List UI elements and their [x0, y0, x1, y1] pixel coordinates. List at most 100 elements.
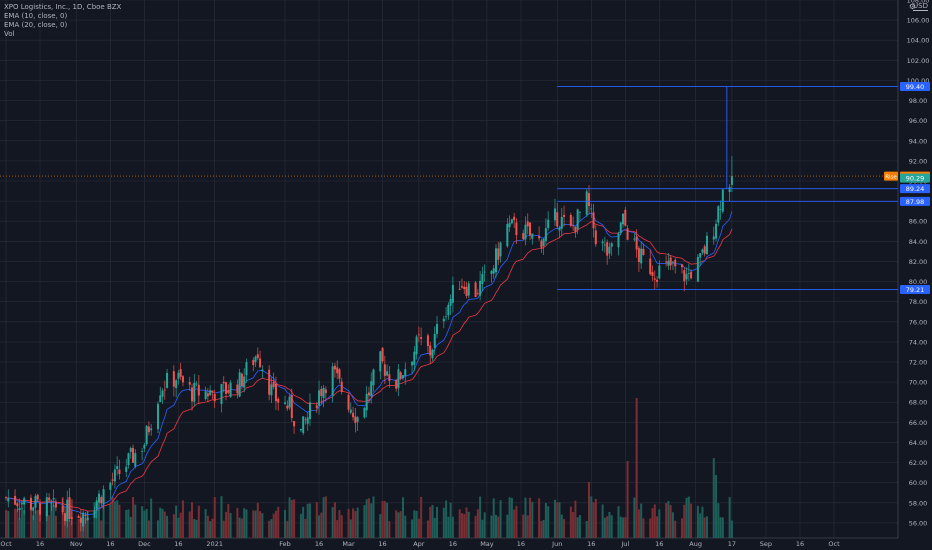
volume-bar [129, 516, 132, 538]
volume-bar [252, 510, 255, 538]
y-tick-label: 56.00 [909, 519, 928, 527]
volume-bar [213, 496, 216, 538]
candle-body [712, 236, 715, 240]
candle-body [229, 382, 232, 397]
candle-body [494, 248, 497, 273]
candle-body [719, 209, 722, 210]
y-tick-label: 74.00 [909, 338, 928, 346]
volume-bar [483, 512, 486, 538]
candle-body [397, 369, 400, 389]
volume-bar [156, 520, 159, 538]
volume-bar [728, 497, 731, 538]
volume-bar [458, 509, 461, 538]
candle-body [45, 497, 48, 517]
volume-bar [308, 503, 311, 538]
volume-bar [299, 513, 302, 538]
x-tick-label: 16 [36, 540, 44, 548]
candle-body [204, 391, 207, 400]
y-tick-label: 102.00 [907, 57, 930, 65]
candle-body [70, 517, 73, 519]
price-tag: Rise [885, 175, 897, 181]
volume-bar [544, 503, 547, 538]
volume-bar [268, 520, 271, 538]
volume-bar [669, 505, 672, 538]
candle-body [7, 498, 10, 502]
volume-bar [653, 504, 656, 538]
y-tick-label: 108.00 [907, 0, 930, 5]
volume-bar [322, 497, 325, 538]
volume-bar [197, 505, 200, 538]
y-tick-label: 64.00 [909, 439, 928, 447]
candle-body [578, 211, 581, 213]
volume-bar [277, 506, 280, 538]
volume-bar [730, 520, 733, 538]
volume-bar [594, 499, 597, 538]
candle-body [333, 365, 336, 370]
candle-body [172, 371, 175, 387]
volume-bar [116, 500, 119, 538]
y-tick-label: 80.00 [909, 278, 928, 286]
candle-body [236, 384, 239, 394]
volume-bar [333, 502, 336, 538]
candle-body [463, 286, 466, 290]
candle-body [145, 425, 148, 445]
candle-body [624, 209, 627, 226]
candle-body [513, 216, 516, 221]
volume-bar [354, 511, 357, 538]
volume-bar [445, 500, 448, 538]
candle-body [379, 351, 382, 372]
x-tick-label: 16 [106, 540, 114, 548]
candle-body [95, 500, 98, 509]
volume-bar [63, 518, 66, 538]
candle-body [399, 372, 402, 379]
volume-bar [172, 514, 175, 538]
volume-bar [576, 517, 579, 538]
volume-bar [635, 398, 638, 538]
candle-body [272, 382, 275, 387]
candle-body [293, 420, 296, 427]
volume-bar [656, 516, 659, 538]
volume-bar [538, 498, 541, 538]
candle-body [703, 246, 706, 254]
candle-body [209, 390, 212, 396]
candle-body [284, 402, 287, 404]
volume-bar [220, 496, 223, 538]
legend-ema10[interactable]: EMA (10, close, 0) [4, 12, 68, 20]
y-tick-label: 96.00 [909, 117, 928, 125]
legend-ema20[interactable]: EMA (20, close, 0) [4, 21, 68, 29]
y-tick-label: 68.00 [909, 399, 928, 407]
candle-body [274, 383, 277, 402]
volume-bar [98, 498, 101, 538]
settings-gear-icon[interactable]: ⚙ [908, 2, 916, 11]
volume-bar [18, 518, 21, 538]
candle-body [195, 383, 198, 385]
x-tick-label: 16 [449, 540, 457, 548]
legend-symbol[interactable]: XPO Logistics, Inc., 1D, Cboe BZX [4, 3, 122, 11]
volume-bar [397, 512, 400, 538]
candle-body [669, 257, 672, 266]
legend-volume[interactable]: Vol [4, 30, 15, 38]
candle-body [574, 226, 577, 232]
volume-bar [622, 517, 625, 538]
candle-body [622, 213, 625, 225]
volume-bar [463, 514, 466, 538]
x-tick-label: 17 [728, 540, 736, 548]
volume-bar [426, 520, 429, 538]
y-tick-label: 100.00 [907, 77, 930, 85]
candle-body [429, 345, 432, 356]
y-tick-label: 70.00 [909, 379, 928, 387]
candle-body [490, 271, 493, 274]
currency-label[interactable]: USD [913, 2, 928, 11]
candle-body [544, 228, 547, 241]
volume-bar [290, 500, 293, 538]
volume-bar [288, 497, 291, 538]
candle-body [48, 497, 51, 501]
volume-bar [399, 511, 402, 538]
candle-body [261, 369, 264, 372]
volume-bar [68, 520, 71, 538]
candle-body [449, 299, 452, 306]
volume-bar [163, 511, 166, 538]
volume-bar [649, 518, 652, 538]
